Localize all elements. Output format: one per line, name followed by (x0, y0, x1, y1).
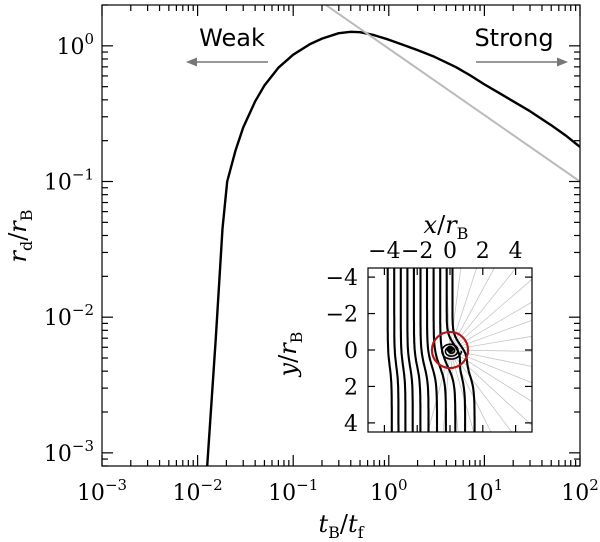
inset-ray (449, 349, 532, 384)
inset-y-tick-label: −2 (326, 303, 358, 328)
inset-y-tick-label: 0 (344, 339, 358, 364)
y-tick-label: 100 (56, 30, 94, 60)
inset-ray (449, 268, 495, 351)
inset-ray (449, 349, 475, 432)
inset-y-tick-label: −4 (326, 266, 358, 291)
x-tick-label: 10−3 (77, 476, 127, 506)
main-ticks-group: 10−3 10−2 10−1 100 101 102 10−3 10−2 10−1 100 (44, 4, 599, 506)
inset-streamline (451, 268, 476, 432)
inset-y-axis-label: y/rB (274, 332, 306, 378)
series-line-gray-solid (325, 5, 580, 183)
y-axis-label: rd/rB (4, 209, 36, 262)
inset-x-axis-label: x/rB (424, 211, 469, 243)
inset-x-tick-label: 0 (443, 239, 457, 264)
annotation-weak: Weak (199, 24, 265, 52)
y-tick-label: 10−3 (44, 437, 94, 467)
inset-streamline (386, 268, 393, 432)
annotation-strong: Strong (474, 24, 553, 52)
inset-x-tick-label: −4 (368, 239, 400, 264)
inset-streamline (399, 268, 407, 432)
inset-ray (449, 349, 532, 367)
x-tick-label: 100 (370, 476, 408, 506)
inset-streamline (393, 268, 400, 432)
inset-streamline (425, 268, 439, 432)
inset-y-tick-label: 2 (344, 375, 358, 400)
x-tick-label: 10−1 (268, 476, 318, 506)
main-series-group (206, 5, 580, 466)
x-axis-label: tB/tf (318, 510, 364, 542)
inset-ray (449, 301, 532, 351)
inset-streamline (419, 268, 430, 432)
inset-ray (442, 349, 451, 432)
annotation-weak-arrowhead (186, 57, 197, 67)
inset-ray (449, 335, 532, 351)
inset-center-dot (446, 345, 454, 353)
inset-ray (449, 268, 478, 351)
x-tick-label: 10−2 (173, 476, 223, 506)
inset-ray (449, 319, 532, 351)
x-tick-label: 101 (466, 476, 504, 506)
main-plot: 10−3 10−2 10−1 100 101 102 10−3 10−2 10−1 100 Wea… (4, 4, 599, 542)
y-tick-label: 10−2 (44, 301, 94, 331)
inset-x-tick-label: −2 (401, 239, 433, 264)
inset-y-tick-label: 4 (344, 412, 358, 437)
inset-streamline (412, 268, 422, 432)
inset-circle-group (430, 330, 470, 370)
inset-ray (449, 278, 532, 351)
annotation-strong-arrowhead (557, 57, 568, 67)
inset-x-tick-label: 2 (476, 239, 490, 264)
series-line-black-solid (206, 30, 580, 466)
inset-streamlines-group (386, 268, 476, 432)
inset-streamline (406, 268, 414, 432)
y-tick-label: 10−1 (44, 166, 94, 196)
inset-streamline (432, 268, 447, 432)
inset-ray (449, 349, 513, 432)
inset-ray (449, 349, 532, 352)
inset-ray (449, 349, 532, 403)
inset-spiral (441, 343, 463, 360)
inset-rays-group (427, 268, 532, 432)
inset-bondi-circle (430, 330, 470, 370)
inset-ray (449, 349, 532, 426)
x-tick-label: 102 (561, 476, 599, 506)
inset-x-tick-label: 4 (509, 239, 523, 264)
inset-ray (449, 268, 517, 351)
